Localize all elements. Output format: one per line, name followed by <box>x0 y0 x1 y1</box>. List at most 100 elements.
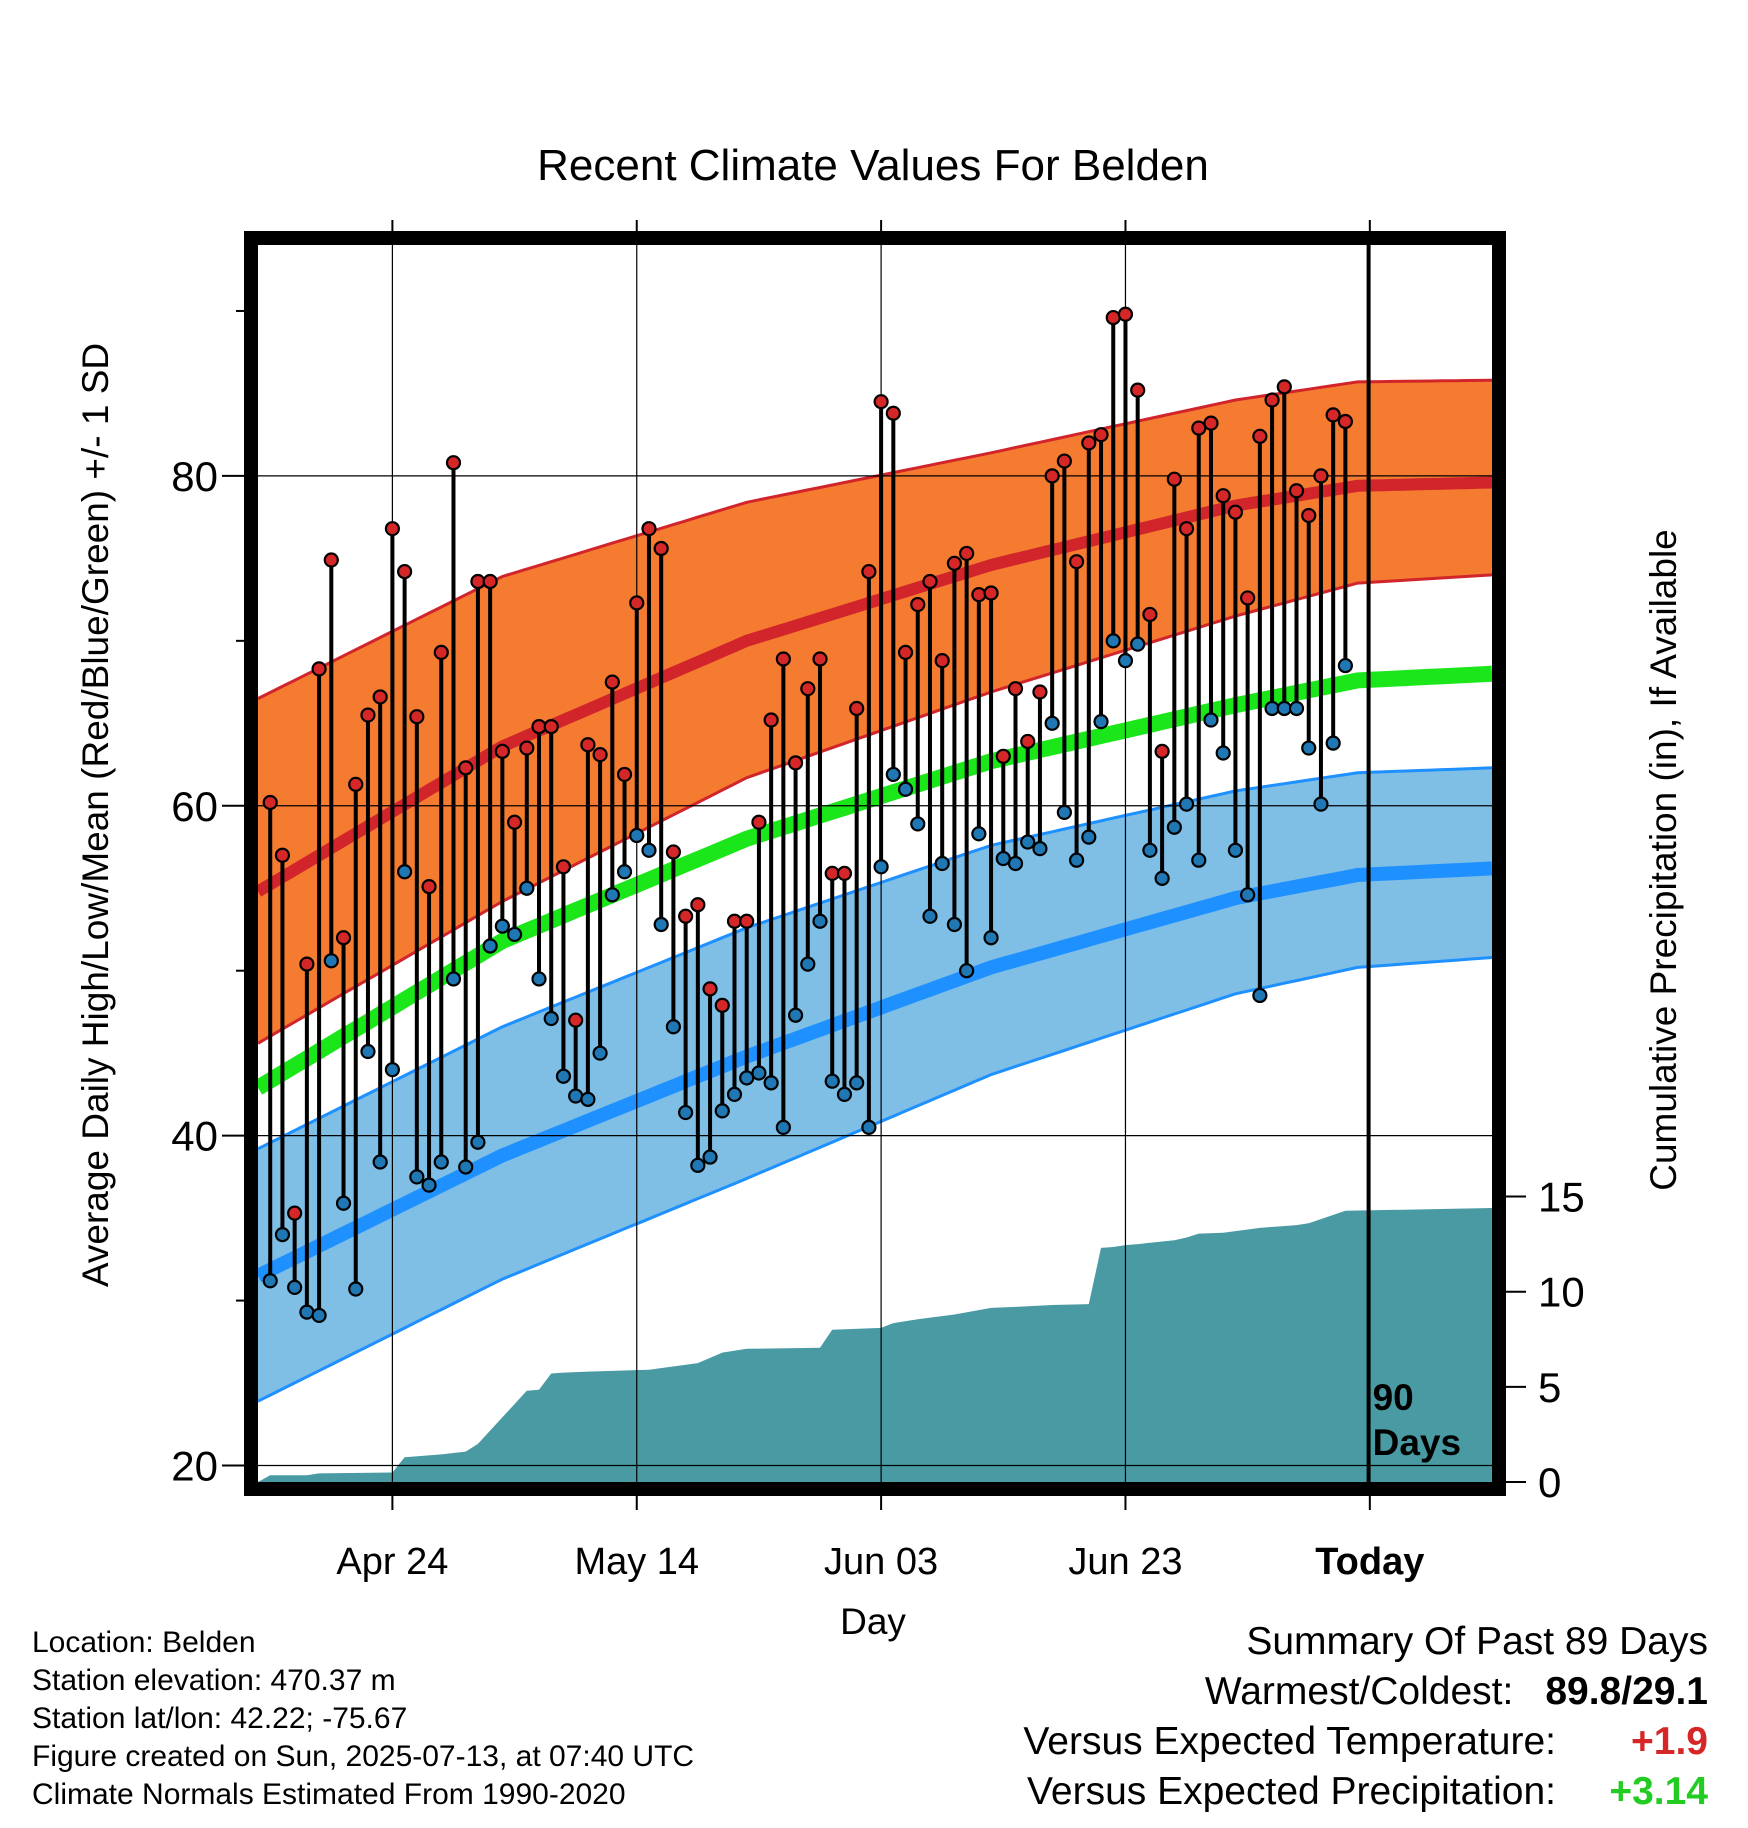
daily-low-point <box>1325 735 1341 751</box>
daily-low-point <box>934 855 950 872</box>
x-tick-label: Apr 24 <box>336 1541 448 1583</box>
cumulative-precipitation-area <box>258 1208 1492 1482</box>
daily-low-point <box>959 963 975 979</box>
daily-low-point <box>873 859 889 875</box>
daily-low-point <box>1215 745 1231 761</box>
daily-low-point <box>1240 887 1256 903</box>
daily-low-point <box>1020 834 1036 850</box>
daily-low-point <box>592 1045 608 1061</box>
daily-low-point <box>1154 870 1170 886</box>
daily-high-point <box>995 748 1011 764</box>
daily-high-point <box>1325 407 1341 423</box>
daily-low-point <box>604 887 620 903</box>
daily-low-point <box>1166 819 1182 835</box>
daily-high-point <box>555 859 572 875</box>
daily-high-point <box>1276 379 1292 395</box>
daily-high-point <box>629 595 645 611</box>
daily-low-point <box>849 1075 865 1091</box>
daily-high-point <box>397 563 413 580</box>
daily-high-point <box>409 709 425 725</box>
daily-low-point <box>739 1070 755 1086</box>
daily-low-point <box>348 1281 364 1297</box>
daily-low-point <box>641 842 657 858</box>
daily-low-point <box>1191 852 1207 868</box>
elevation-text: Station elevation: 470.37 m <box>32 1664 396 1697</box>
daily-low-point <box>299 1304 315 1320</box>
precipitation-departure-label: Versus Expected Precipitation: <box>1027 1770 1556 1813</box>
daily-low-point <box>555 1068 572 1084</box>
daily-low-point <box>1337 657 1353 674</box>
daily-low-point <box>1203 712 1219 728</box>
y2-tick-label: 5 <box>1538 1364 1561 1411</box>
daily-low-point <box>1056 804 1072 820</box>
daily-low-point <box>445 971 462 987</box>
chart-title: Recent Climate Values For Belden <box>537 141 1209 190</box>
daily-low-point <box>1117 653 1134 669</box>
daily-high-point <box>1081 435 1097 451</box>
daily-low-point <box>1130 636 1146 652</box>
daily-high-point <box>1044 468 1060 484</box>
normal-low-mean-line <box>258 861 1492 1283</box>
daily-low-point <box>1178 796 1195 812</box>
daily-high-point <box>1215 488 1231 504</box>
daily-high-point <box>1301 507 1317 524</box>
temperature-departure-label: Versus Expected Temperature: <box>1023 1720 1556 1763</box>
daily-low-point <box>409 1169 425 1185</box>
daily-high-point <box>568 1012 584 1028</box>
daily-low-point <box>1081 829 1097 845</box>
daily-low-point <box>824 1073 840 1089</box>
location-text: Location: Belden <box>32 1626 256 1659</box>
daily-low-point <box>665 1019 682 1035</box>
daily-low-point <box>812 913 828 929</box>
y-tick-label: 80 <box>171 453 218 500</box>
daily-low-point <box>384 1062 400 1078</box>
daily-low-point <box>421 1177 437 1193</box>
daily-high-point <box>262 794 278 811</box>
daily-high-point <box>1191 420 1207 436</box>
station-info: Location: Belden Station elevation: 470.… <box>32 1624 694 1814</box>
daily-high-point <box>470 573 486 590</box>
daily-low-point <box>1252 987 1268 1004</box>
daily-low-point <box>323 953 339 969</box>
daily-low-point <box>1288 700 1305 717</box>
daily-high-point <box>421 878 437 895</box>
daily-high-point <box>812 651 828 667</box>
daily-low-point <box>702 1149 718 1165</box>
daily-high-point <box>323 552 339 568</box>
daily-low-point <box>726 1086 743 1103</box>
x-tick-label: May 14 <box>574 1541 699 1583</box>
daily-high-point <box>348 776 364 792</box>
daily-high-point <box>959 545 975 562</box>
daily-high-point <box>384 521 400 537</box>
daily-high-point <box>1117 306 1134 322</box>
daily-low-point <box>372 1154 388 1170</box>
daily-high-point <box>506 814 523 830</box>
y-tick-label: 40 <box>171 1113 218 1160</box>
y-tick-label: 60 <box>171 783 218 830</box>
daily-low-point <box>360 1043 376 1060</box>
daily-high-point <box>519 740 535 756</box>
daily-high-point <box>726 913 743 929</box>
daily-high-point <box>616 766 633 783</box>
daily-high-point <box>849 700 865 717</box>
daily-low-point <box>568 1088 584 1104</box>
daily-low-point <box>922 908 938 924</box>
daily-high-point <box>971 587 987 603</box>
daily-low-point <box>274 1226 291 1243</box>
daily-low-point <box>531 971 547 987</box>
daily-high-point <box>885 405 901 421</box>
daily-high-point <box>861 563 877 580</box>
daily-high-point <box>934 653 950 669</box>
daily-high-point <box>702 981 718 997</box>
daily-high-point <box>873 394 889 410</box>
daily-high-point <box>824 865 840 881</box>
daily-low-point <box>678 1104 694 1121</box>
daily-low-point <box>433 1154 449 1170</box>
daily-high-point <box>360 707 376 723</box>
daily-high-point <box>531 719 547 735</box>
y2-tick-label: 0 <box>1538 1459 1561 1506</box>
daily-low-point <box>751 1065 767 1081</box>
daily-high-point <box>1056 453 1072 469</box>
daily-low-point <box>494 918 510 934</box>
daily-high-point <box>763 712 779 728</box>
